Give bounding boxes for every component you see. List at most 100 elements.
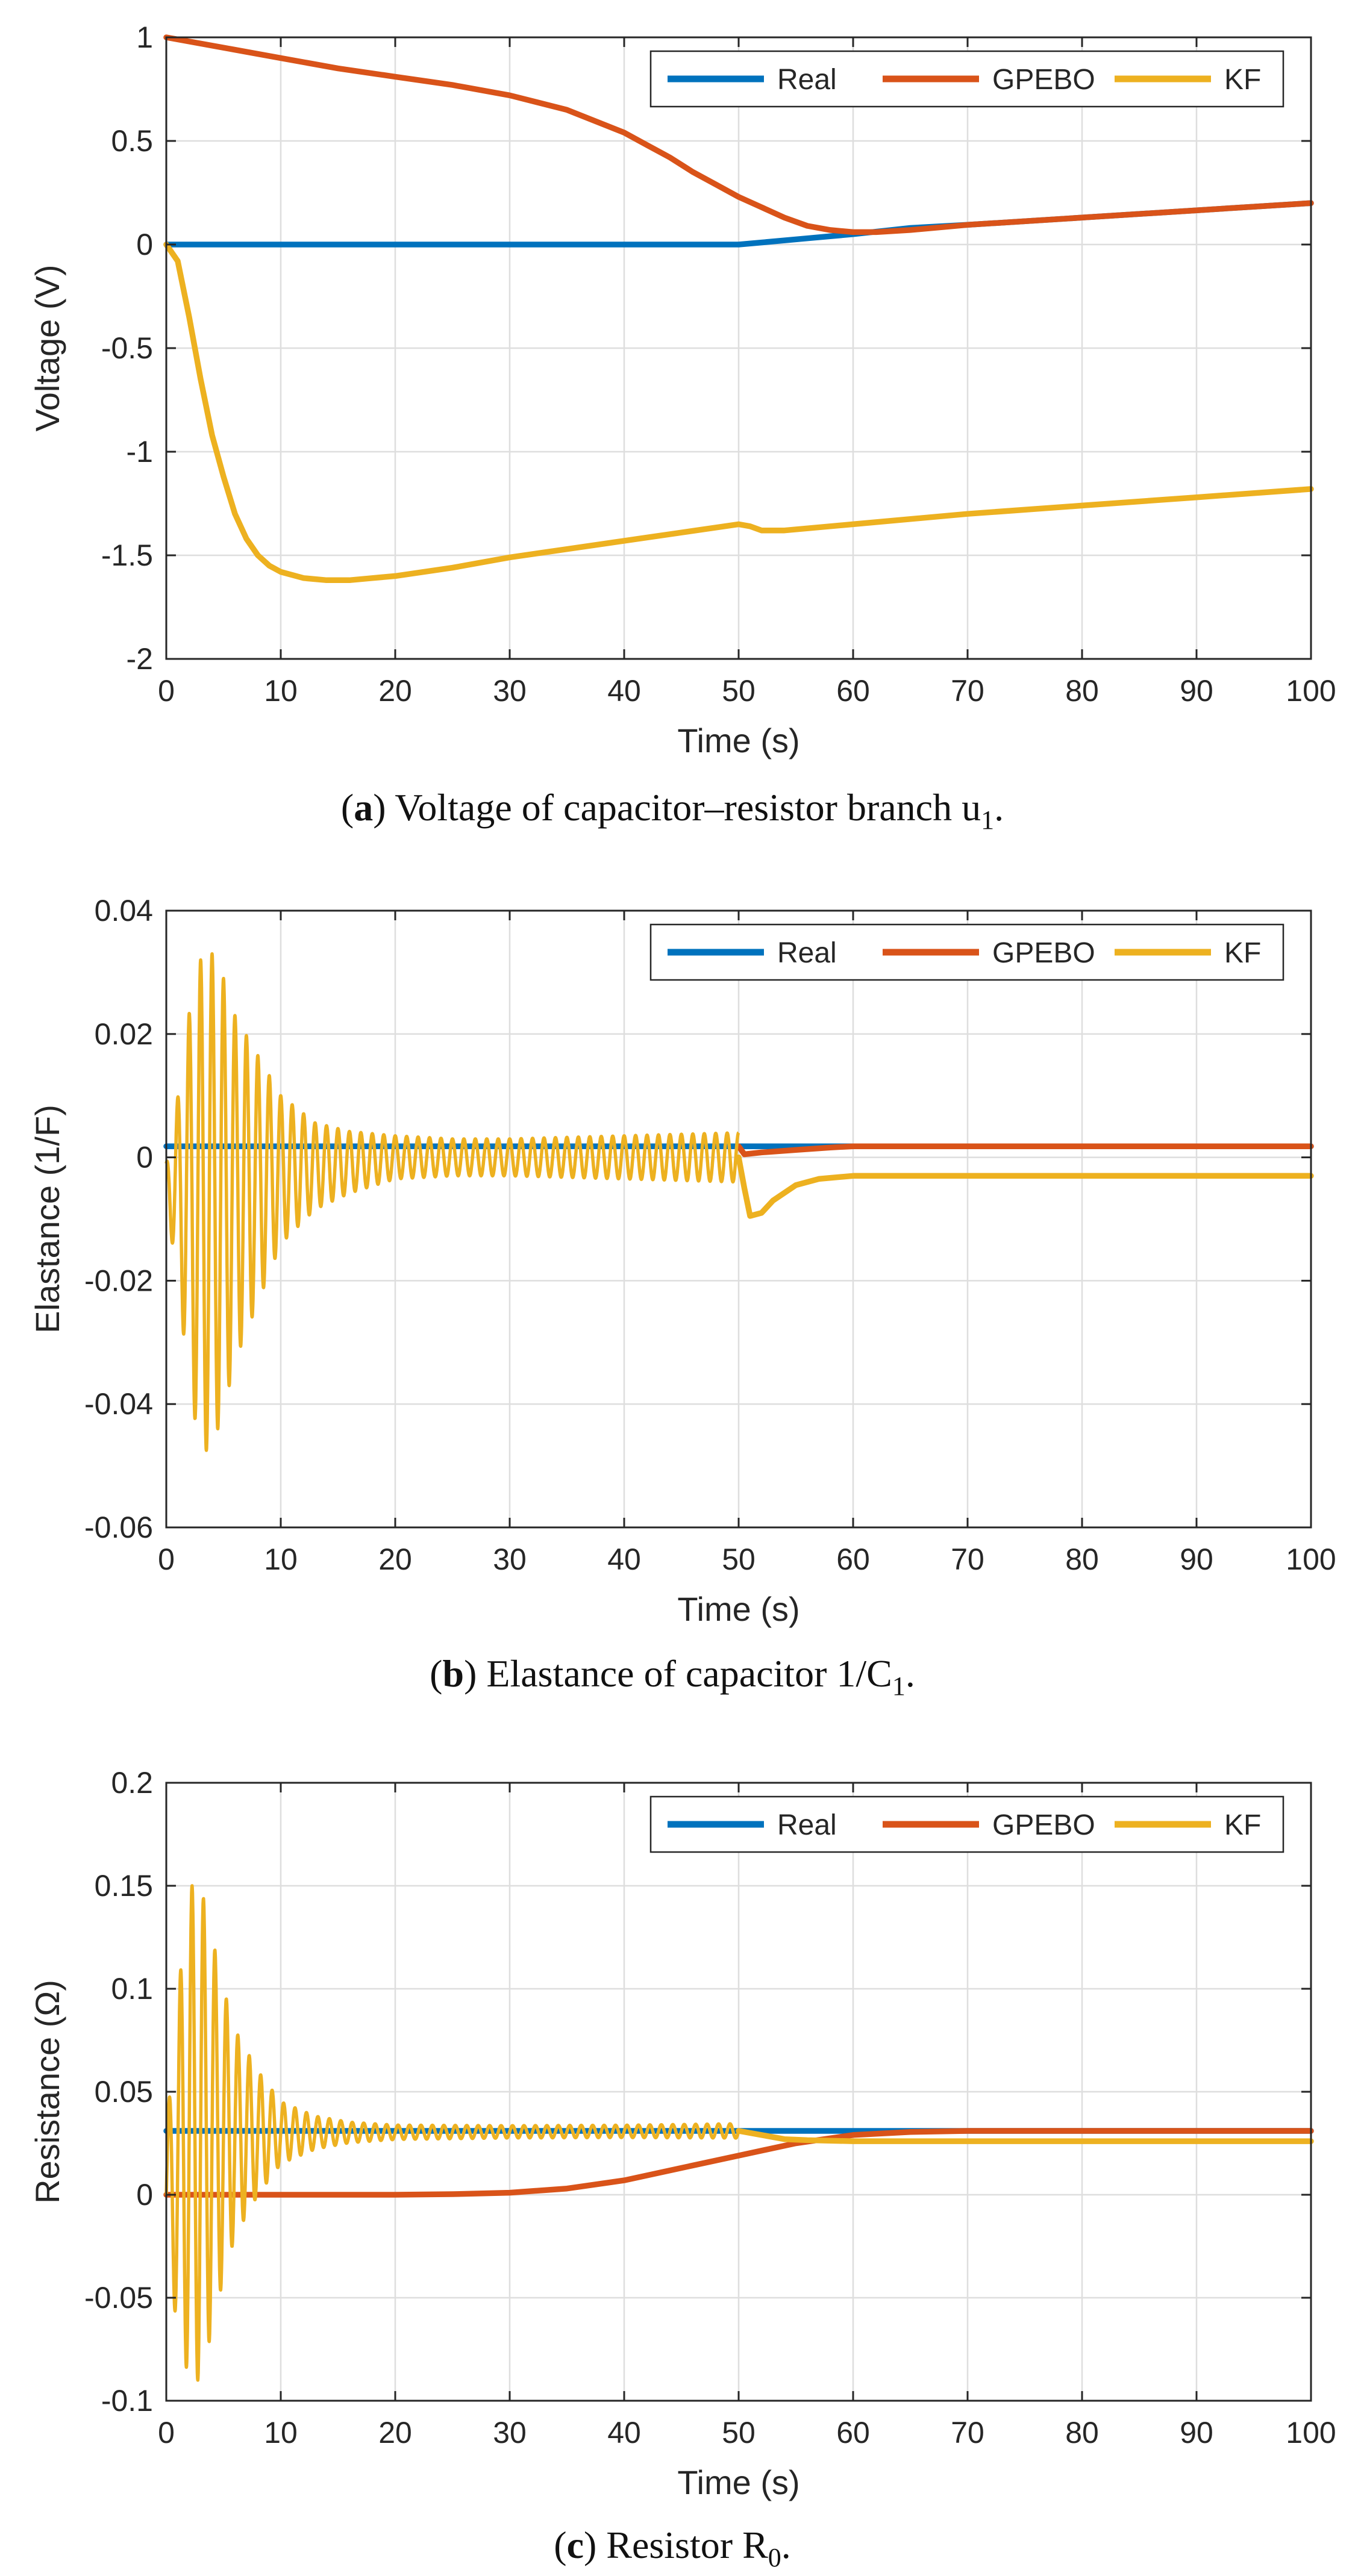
chart-b-x-tick-label: 60 (836, 1542, 870, 1576)
chart-a-series-kf (163, 242, 1314, 584)
chart-a-caption-open: ( (341, 786, 354, 829)
chart-a-y-tick-label: 0.5 (111, 124, 153, 158)
chart-b-y-tick-label: 0.02 (95, 1017, 153, 1051)
chart-a-caption-text: Voltage of capacitor–resistor branch u (395, 786, 981, 829)
chart-a-caption-subscript: 1 (981, 805, 994, 835)
chart-b-caption-close: ) (464, 1652, 486, 1695)
chart-a-legend-label-real: Real (777, 64, 837, 96)
chart-c-x-tick-label: 80 (1065, 2416, 1099, 2450)
chart-c-x-axis-label: Time (s) (677, 2463, 799, 2501)
chart-b-caption-suffix: . (906, 1652, 915, 1695)
chart-a-x-tick-label: 90 (1180, 674, 1213, 708)
chart-c-legend: Real GPEBO KF (649, 1795, 1284, 1853)
chart-b-series (163, 952, 1314, 1452)
chart-c-series (163, 1884, 1314, 2382)
chart-c-y-tick-label: 0.1 (111, 1972, 153, 2006)
chart-c-y-tick-label: -0.05 (84, 2281, 153, 2315)
chart-b: 0 10 20 30 40 50 60 70 80 90 100 -0.06 -0.04 -0.02 0 0.… (28, 894, 1336, 1701)
chart-c-caption-suffix: . (781, 2524, 791, 2566)
chart-a-series-gpebo (163, 34, 1314, 235)
chart-c-caption-open: ( (554, 2524, 566, 2566)
chart-b-legend-label-gpebo: GPEBO (992, 937, 1095, 969)
chart-c-series-gpebo (163, 2128, 1314, 2198)
chart-c-y-tick-label: -0.1 (101, 2384, 153, 2418)
chart-c-x-tick-label: 0 (158, 2416, 175, 2450)
chart-c-y-tick-label: 0.2 (111, 1766, 153, 1800)
chart-a-x-axis-label: Time (s) (677, 722, 799, 759)
chart-c-y-tick-label: 0.15 (95, 1869, 153, 1903)
chart-a-caption-close: ) (373, 786, 395, 829)
chart-b-series-gpebo (736, 1143, 1314, 1158)
chart-a-series (163, 34, 1314, 584)
chart-c-legend-label-gpebo: GPEBO (992, 1809, 1095, 1841)
chart-a-x-tick-label: 20 (378, 674, 412, 708)
chart-b-x-tick-label: 90 (1180, 1542, 1213, 1576)
chart-c-x-axis: 0 10 20 30 40 50 60 70 80 90 100 (158, 1783, 1336, 2450)
chart-c-x-tick-label: 30 (493, 2416, 527, 2450)
chart-a: 0 10 20 30 40 50 60 70 80 90 100 -2 -1.5 -1 -0.5 0 0.5 1 T… (28, 20, 1336, 835)
chart-b-x-tick-label: 100 (1286, 1542, 1336, 1576)
chart-a-x-tick-label: 100 (1286, 674, 1336, 708)
chart-b-x-tick-label: 40 (607, 1542, 641, 1576)
chart-b-y-tick-label: -0.02 (84, 1264, 153, 1297)
chart-c-caption-text: Resistor R (606, 2524, 768, 2566)
chart-b-caption-text: Elastance of capacitor 1/C (486, 1652, 892, 1695)
chart-a-legend-label-gpebo: GPEBO (992, 64, 1095, 96)
chart-c-caption-subscript: 0 (768, 2543, 781, 2572)
chart-c-legend-label-real: Real (777, 1809, 837, 1841)
chart-c: 0 10 20 30 40 50 60 70 80 90 100-0.1-0.0500.050.10… (28, 1766, 1336, 2572)
chart-c-y-axis: -0.1 -0.05 0 0.05 0.1 0.15 0.2 (84, 1766, 1311, 2418)
chart-c-x-tick-label: 100 (1286, 2416, 1336, 2450)
chart-a-x-tick-label: 0 (158, 674, 175, 708)
chart-b-legend-label-real: Real (777, 937, 837, 969)
chart-a-x-tick-label: 40 (607, 674, 641, 708)
chart-b-x-tick-label: 50 (722, 1542, 756, 1576)
chart-b-x-tick-label: 0 (158, 1542, 175, 1576)
chart-b-caption: (b) Elastance of capacitor 1/C1. (430, 1652, 915, 1701)
chart-a-x-tick-label: 60 (836, 674, 870, 708)
chart-a-x-tick-label: 30 (493, 674, 527, 708)
chart-a-y-tick-label: -1.5 (101, 538, 153, 572)
chart-c-y-tick-label: 0.05 (95, 2075, 153, 2109)
chart-b-series-kf-oscillation (164, 952, 740, 1452)
chart-c-caption-close: ) (584, 2524, 606, 2566)
chart-c-series-kf-oscillation (164, 1884, 740, 2382)
chart-c-caption: (c) Resistor R0. (554, 2524, 791, 2572)
chart-b-x-tick-label: 10 (264, 1542, 298, 1576)
chart-a-legend: Real GPEBO KF (649, 50, 1284, 108)
chart-b-caption-open: ( (430, 1652, 442, 1695)
chart-a-grid (166, 37, 1311, 659)
chart-a-x-axis: 0 10 20 30 40 50 60 70 80 90 100 (158, 37, 1336, 708)
chart-c-series-kf (736, 2128, 1314, 2144)
chart-a-y-axis-label: Voltage (V) (28, 264, 66, 431)
chart-a-caption: (a) Voltage of capacitor–resistor branch… (341, 786, 1004, 835)
chart-c-x-tick-label: 50 (722, 2416, 756, 2450)
chart-b-y-tick-label: 0 (136, 1141, 153, 1174)
chart-c-legend-label-kf: KF (1224, 1809, 1261, 1841)
chart-c-x-tick-label: 10 (264, 2416, 298, 2450)
chart-b-x-tick-label: 20 (378, 1542, 412, 1576)
chart-b-legend-label-kf: KF (1224, 937, 1261, 969)
chart-a-caption-suffix: . (994, 786, 1004, 829)
chart-b-legend: Real GPEBO KF (649, 923, 1284, 981)
chart-c-x-tick-label: 20 (378, 2416, 412, 2450)
chart-c-x-tick-label: 40 (607, 2416, 641, 2450)
chart-a-y-tick-label: -0.5 (101, 331, 153, 365)
chart-b-x-tick-label: 70 (951, 1542, 984, 1576)
chart-b-y-axis-label: Elastance (1/F) (28, 1105, 66, 1333)
chart-b-caption-letter: b (442, 1652, 464, 1695)
chart-a-x-tick-label: 10 (264, 674, 298, 708)
chart-a-x-tick-label: 70 (951, 674, 984, 708)
chart-a-x-tick-label: 80 (1065, 674, 1099, 708)
chart-b-y-tick-label: -0.06 (84, 1511, 153, 1544)
chart-a-caption-letter: a (354, 786, 373, 829)
chart-a-y-tick-label: -2 (127, 642, 153, 676)
chart-c-caption-letter: c (567, 2524, 584, 2566)
chart-c-x-tick-label: 90 (1180, 2416, 1213, 2450)
chart-a-y-axis: -2 -1.5 -1 -0.5 0 0.5 1 (101, 20, 1311, 676)
chart-a-y-tick-label: 0 (136, 228, 153, 261)
chart-b-y-axis: -0.06 -0.04 -0.02 0 0.02 0.04 (84, 894, 1311, 1544)
chart-b-caption-subscript: 1 (892, 1671, 906, 1701)
chart-a-y-tick-label: 1 (136, 20, 153, 54)
